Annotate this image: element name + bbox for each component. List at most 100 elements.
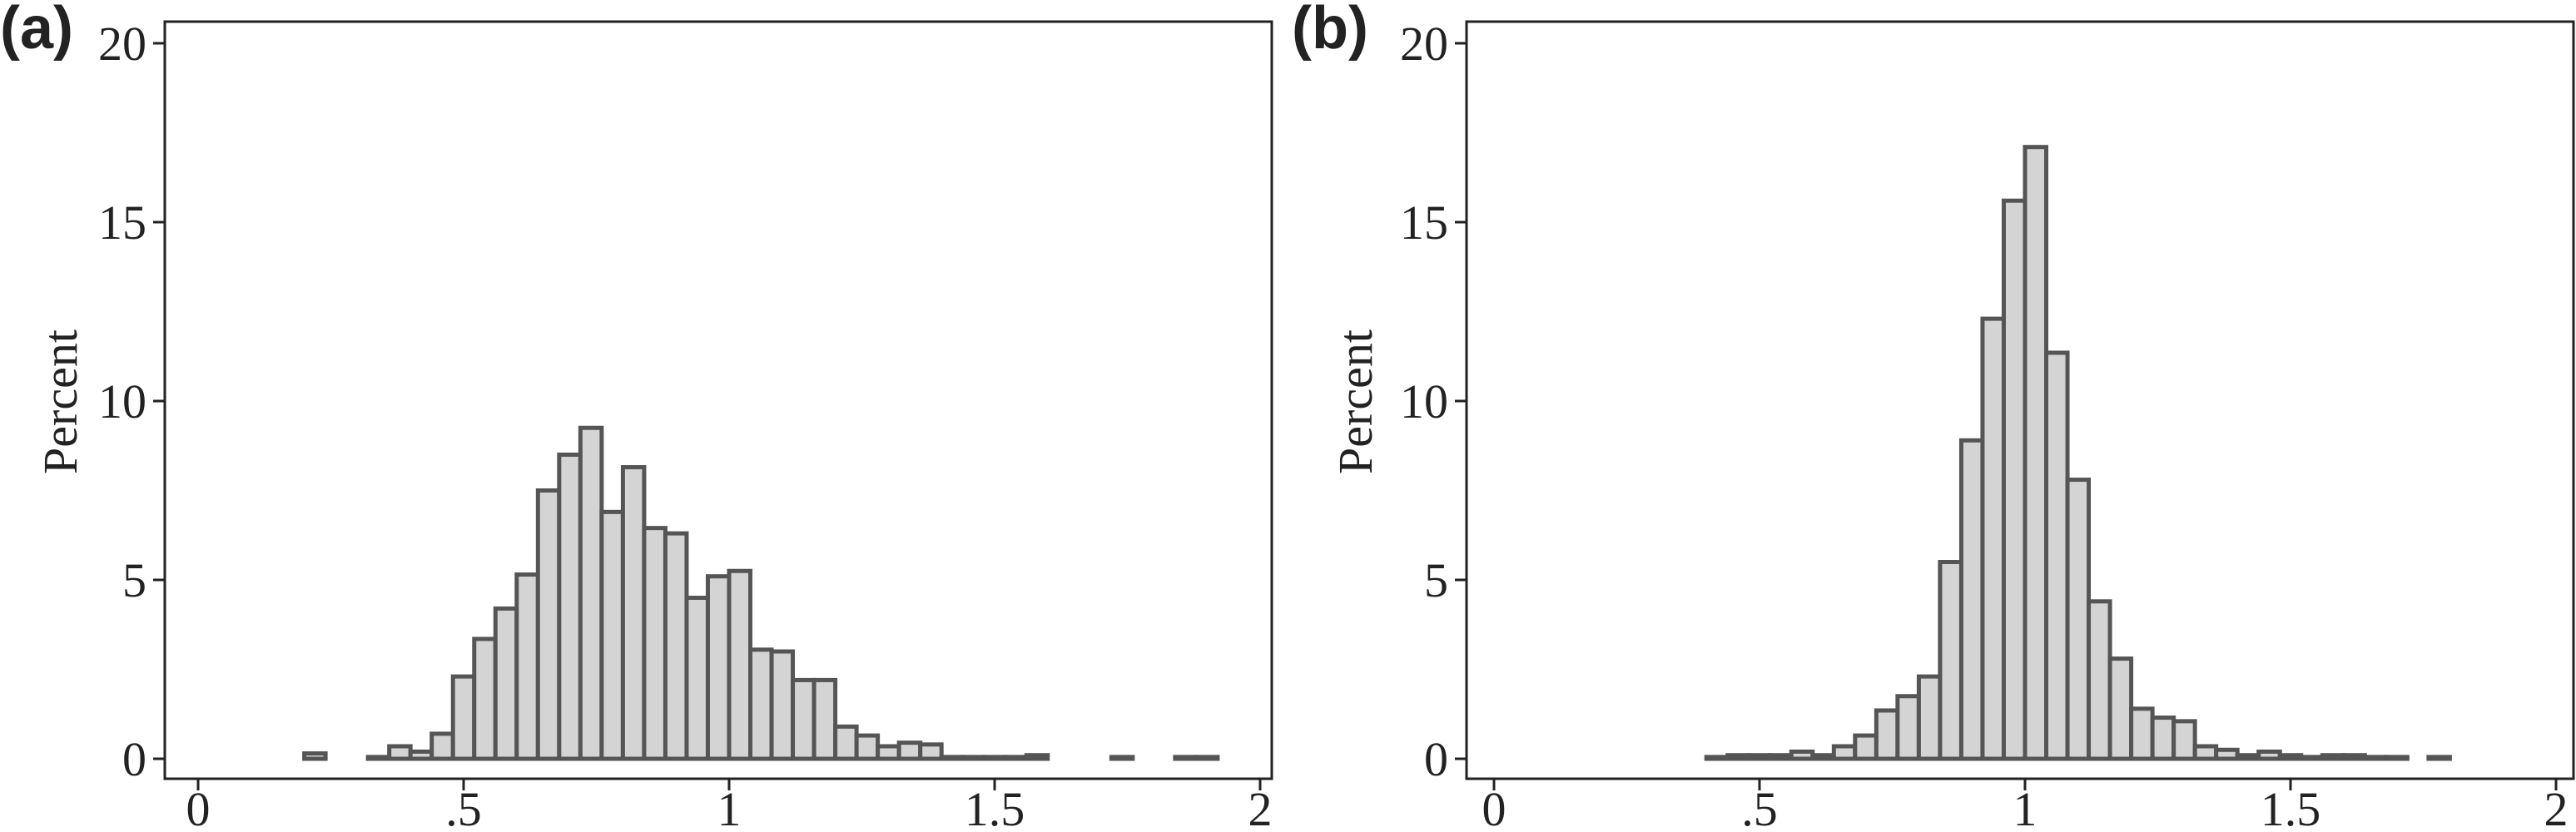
- y-tick-label: 5: [122, 553, 146, 607]
- y-axis-title-a: Percent: [33, 329, 87, 474]
- y-tick-label: 15: [1400, 196, 1448, 250]
- plot-frame-b: [1465, 20, 2575, 780]
- histogram-bar: [812, 677, 838, 761]
- histogram-bar: [1003, 755, 1029, 761]
- histogram-bar: [408, 749, 434, 761]
- histogram-bar: [960, 755, 986, 761]
- histogram-bar: [2384, 755, 2410, 761]
- x-tick-label: 1: [717, 782, 742, 832]
- histogram-bar: [599, 509, 625, 761]
- histogram-bar: [387, 744, 413, 761]
- y-tick-label: 10: [98, 374, 146, 428]
- histogram-bar: [2044, 350, 2070, 761]
- histogram-bar: [2087, 599, 2112, 761]
- histogram-bar: [1746, 753, 1773, 761]
- histogram-bar: [2320, 753, 2346, 761]
- histogram-bar: [1109, 755, 1135, 761]
- y-tick-label: 10: [1400, 374, 1448, 428]
- histogram-bar: [1874, 708, 1900, 761]
- y-tick-label: 0: [122, 732, 146, 786]
- histogram-bar: [791, 677, 816, 761]
- histogram-bar: [939, 755, 965, 761]
- histogram-bar: [2192, 744, 2219, 761]
- histogram-bar: [2426, 755, 2452, 761]
- histogram-bar: [2001, 198, 2028, 761]
- histogram-bar: [2341, 753, 2367, 761]
- histogram-bar: [514, 572, 540, 761]
- histogram-bar: [2299, 755, 2325, 761]
- histogram-bar: [1895, 694, 1921, 761]
- x-tick-label: 1.5: [2261, 782, 2321, 832]
- histogram-bar: [2023, 145, 2049, 761]
- histogram-bar: [2171, 719, 2197, 761]
- histogram-bar: [2214, 747, 2240, 761]
- y-tick-label: 20: [1400, 17, 1448, 71]
- histogram-bar: [2150, 716, 2176, 761]
- histogram-bar: [578, 425, 604, 761]
- x-tick-label: 0: [186, 782, 211, 832]
- bars-a: [302, 425, 1220, 761]
- x-tick-label: 1: [2013, 782, 2037, 832]
- histogram-bar: [1704, 755, 1730, 761]
- histogram-bar: [1173, 755, 1199, 761]
- histogram-bar: [557, 453, 583, 761]
- histogram-bar: [876, 744, 901, 761]
- histogram-bar: [663, 531, 689, 761]
- histogram-bar: [833, 724, 859, 761]
- histogram-bar: [450, 674, 477, 761]
- histogram-bar: [1789, 749, 1815, 761]
- histogram-bar: [854, 733, 881, 761]
- panel-label-b: (b): [1292, 0, 1368, 62]
- histogram-bar: [1916, 674, 1943, 761]
- histogram-bar: [1768, 753, 1794, 761]
- x-tick-label: 2: [2544, 782, 2569, 832]
- histogram-bar: [642, 526, 668, 761]
- y-tick-label: 20: [98, 17, 146, 71]
- histogram-bar: [705, 574, 732, 761]
- histogram-bar: [2065, 478, 2092, 761]
- histogram-bar: [2107, 656, 2134, 761]
- y-tick-label: 15: [98, 196, 146, 250]
- histogram-bar: [2256, 749, 2282, 761]
- histogram-bar: [1831, 744, 1858, 761]
- histogram-bar: [769, 649, 796, 761]
- histogram-bar: [1810, 753, 1836, 761]
- histogram-bar: [493, 606, 519, 761]
- histogram-bar: [727, 568, 753, 761]
- x-tick-label: 0: [1482, 782, 1506, 832]
- plot-frame-a: [163, 20, 1273, 780]
- histogram-bar: [748, 647, 774, 761]
- histogram-bar: [2277, 753, 2304, 761]
- histogram-bar: [1853, 733, 1879, 761]
- x-tick-label: .5: [1741, 782, 1778, 832]
- histogram-bar: [684, 596, 710, 761]
- histogram-bar: [1938, 560, 1963, 761]
- x-tick-label: .5: [445, 782, 482, 832]
- histogram-bar: [535, 488, 562, 761]
- x-tick-label: 1.5: [965, 782, 1025, 832]
- histogram-bar: [981, 755, 1008, 761]
- histogram-bar: [620, 465, 647, 761]
- histogram-bar: [1725, 753, 1751, 761]
- histogram-bar: [472, 636, 498, 761]
- histogram-bar: [918, 742, 944, 761]
- histogram-bar: [1980, 316, 2006, 761]
- y-tick-label: 5: [1424, 553, 1448, 607]
- histogram-bar: [896, 740, 923, 761]
- histogram-bar: [2235, 753, 2261, 761]
- histogram-bar: [1194, 755, 1220, 761]
- y-axis-title-b: Percent: [1328, 329, 1382, 474]
- x-tick-label: 2: [1248, 782, 1273, 832]
- panel-label-a: (a): [0, 0, 73, 62]
- y-tick-label: 0: [1424, 732, 1448, 786]
- histogram-bar: [2129, 706, 2155, 761]
- histogram-bar: [302, 751, 328, 761]
- histogram-bar: [1024, 753, 1050, 761]
- histogram-bar: [1958, 438, 1985, 761]
- bars-b: [1704, 145, 2452, 761]
